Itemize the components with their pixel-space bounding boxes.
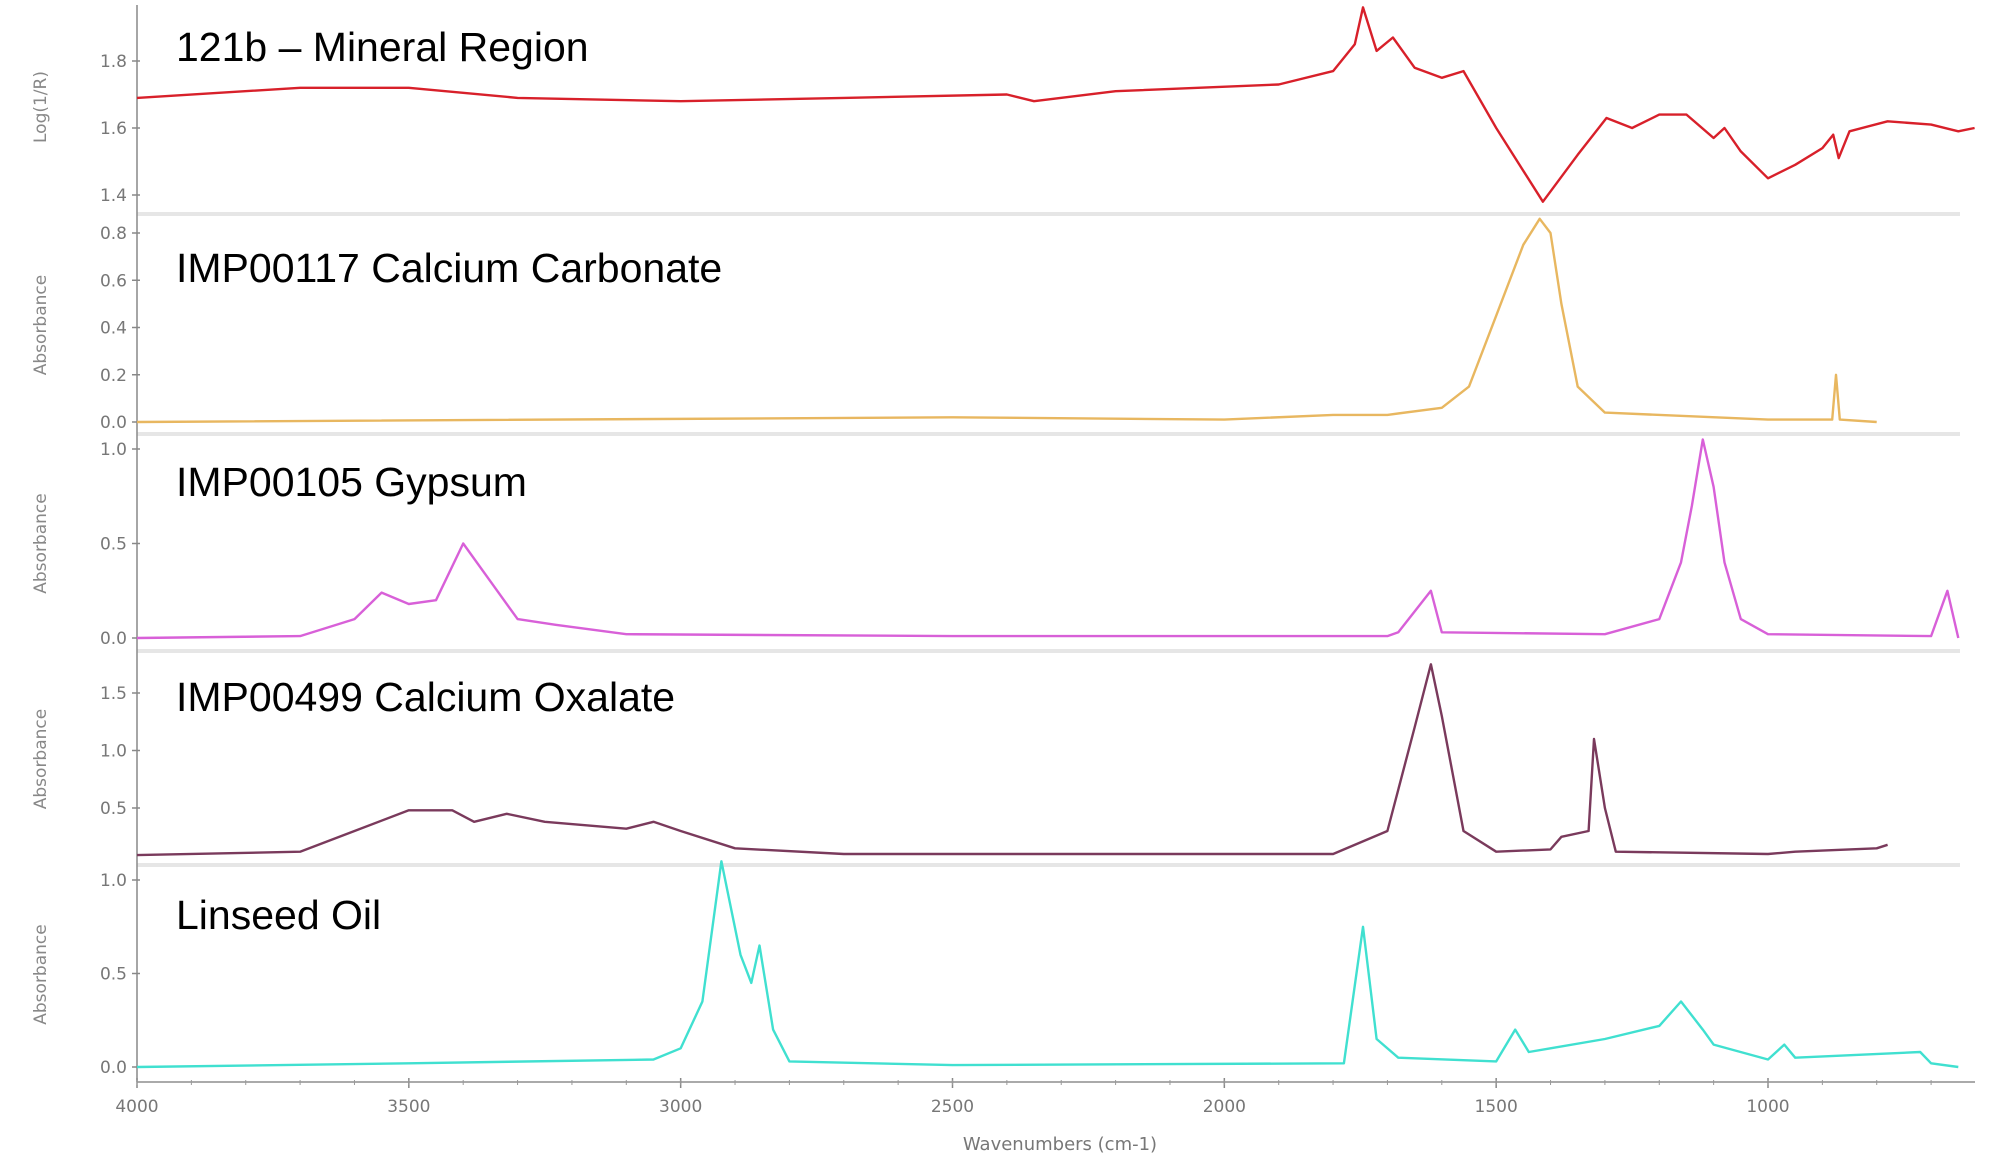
y-tick-label: 1.0 — [100, 742, 127, 762]
x-axis-label: Wavenumbers (cm-1) — [963, 1134, 1157, 1155]
y-tick-label: 0.2 — [100, 366, 127, 386]
x-tick-label: 3500 — [387, 1097, 430, 1117]
y-tick-label: 0.0 — [100, 1058, 127, 1078]
y-axis-label: Absorbance — [31, 709, 51, 809]
x-tick-label: 3000 — [659, 1097, 702, 1117]
panel-title-mineral-region: 121b – Mineral Region — [176, 24, 589, 70]
y-tick-label: 0.0 — [100, 413, 127, 433]
y-axis-label: Absorbance — [31, 275, 51, 375]
y-axis-label: Absorbance — [31, 924, 51, 1024]
series-line-4 — [136, 860, 1959, 1069]
y-tick-label: 0.0 — [100, 629, 127, 649]
y-axis-label: Absorbance — [31, 493, 51, 593]
x-tick-label: 2000 — [1203, 1097, 1246, 1117]
x-tick-label: 2500 — [931, 1097, 974, 1117]
panel-title-calcium-carbonate: IMP00117 Calcium Carbonate — [176, 245, 723, 291]
panel-title-linseed-oil: Linseed Oil — [176, 892, 382, 938]
y-tick-label: 1.8 — [100, 52, 127, 72]
y-tick-label: 1.5 — [100, 684, 127, 704]
y-tick-label: 0.5 — [100, 965, 127, 985]
y-tick-label: 0.6 — [100, 271, 127, 291]
y-tick-label: 1.0 — [100, 440, 127, 460]
y-tick-label: 1.6 — [100, 119, 127, 139]
series-line-2 — [136, 438, 1960, 640]
series-line-0 — [136, 6, 1975, 203]
series-line-1 — [136, 217, 1877, 424]
y-tick-label: 0.5 — [100, 535, 127, 555]
y-tick-label: 0.8 — [100, 224, 127, 244]
x-tick-label: 1500 — [1475, 1097, 1518, 1117]
panel-title-gypsum: IMP00105 Gypsum — [176, 459, 527, 505]
y-tick-label: 0.4 — [100, 319, 127, 339]
y-tick-label: 1.0 — [100, 871, 127, 891]
x-tick-label: 1000 — [1746, 1097, 1789, 1117]
series-line-3 — [136, 663, 1888, 857]
y-axis-label: Log(1/R) — [31, 71, 51, 143]
panel-title-calcium-oxalate: IMP00499 Calcium Oxalate — [176, 674, 676, 720]
y-tick-label: 0.5 — [100, 799, 127, 819]
x-tick-label: 4000 — [115, 1097, 158, 1117]
y-tick-label: 1.4 — [100, 186, 127, 206]
